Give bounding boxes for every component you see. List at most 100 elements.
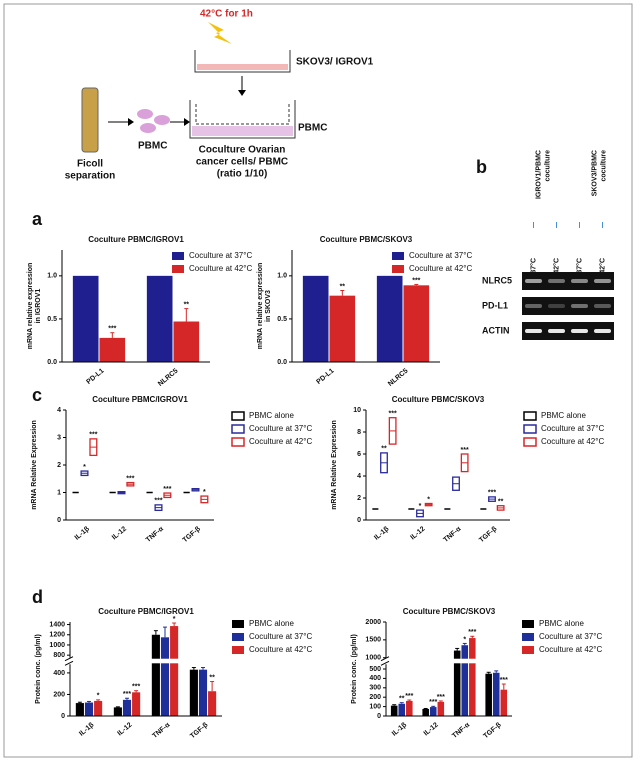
blot-band — [525, 279, 542, 283]
y-tick-label: 0 — [357, 517, 361, 524]
schematic-label: (ratio 1/10) — [217, 169, 268, 180]
axis-break — [66, 658, 223, 664]
axis-break — [382, 658, 513, 664]
arrow-head — [128, 118, 134, 126]
significance: *** — [123, 691, 131, 698]
well-label: PBMC — [298, 123, 327, 134]
significance: ** — [209, 674, 215, 681]
break-mark — [64, 656, 74, 662]
legend-swatch — [231, 424, 245, 434]
legend-swatch — [392, 265, 404, 273]
break-mark — [380, 656, 390, 662]
significance: * — [173, 616, 176, 623]
bar — [437, 701, 445, 716]
insert-label: SKOV3/ IGROV1 — [296, 57, 374, 68]
bar — [329, 295, 356, 362]
legend-swatch — [172, 252, 184, 260]
y-axis-label: mRNA Relative Expression — [331, 420, 338, 510]
significance: *** — [500, 677, 508, 684]
schematic-label: Coculture Ovarian — [199, 145, 286, 156]
bar — [132, 692, 141, 716]
legend-swatch — [523, 424, 537, 434]
blot-group: SKOV3/PBMC — [591, 150, 598, 196]
bar — [160, 637, 170, 716]
y-tick-label: 2000 — [365, 619, 381, 626]
legend-label: Coculture at 42°C — [249, 437, 312, 446]
y-tick-label: 0.5 — [47, 316, 57, 323]
x-tick-label: TNF-α — [145, 525, 166, 544]
blot-lane: 37°C — [529, 258, 537, 274]
x-tick-label: IL-12 — [116, 722, 133, 738]
legend-label: Coculture at 42°C — [249, 645, 312, 654]
y-tick-label: 4 — [357, 473, 361, 480]
blot-lane: 42°C — [552, 258, 560, 274]
insert — [194, 50, 291, 73]
well — [189, 100, 296, 139]
significance: ** — [184, 301, 190, 308]
chart-title: Coculture PBMC/IGROV1 — [98, 607, 194, 616]
schematic-label: Ficoll — [77, 159, 103, 170]
arrow-head — [238, 90, 246, 96]
bar — [492, 672, 500, 716]
bar — [302, 275, 329, 362]
chart-title: Coculture PBMC/IGROV1 — [88, 235, 184, 244]
legend-swatch — [392, 252, 404, 260]
frame — [3, 3, 633, 758]
y-axis-label: mRNA relative expression — [257, 263, 264, 350]
significance: *** — [461, 447, 469, 454]
significance: * — [463, 636, 466, 643]
y-tick-label: 1500 — [365, 637, 381, 644]
blot-lane: 37°C — [575, 258, 583, 274]
x-tick-label: PD-L1 — [85, 368, 105, 386]
blot-band — [571, 329, 588, 333]
x-tick-label: TGF-β — [478, 525, 499, 544]
bar — [113, 707, 122, 716]
significance: ** — [498, 499, 504, 506]
y-tick-label: 1.0 — [47, 273, 57, 280]
blot-band — [548, 279, 565, 283]
schematic-label: separation — [65, 171, 116, 182]
legend-label: Coculture at 42°C — [539, 645, 602, 654]
ficoll-tube — [81, 87, 99, 153]
x-tick-label: TGF-β — [482, 721, 503, 740]
y-tick-label: 10 — [353, 407, 361, 414]
bar — [75, 703, 84, 716]
x-tick-label: NLRC5 — [157, 368, 179, 388]
significance: *** — [89, 432, 97, 439]
significance: ** — [340, 283, 346, 290]
x-tick-label: IL-12 — [423, 722, 440, 738]
bar — [390, 705, 398, 716]
significance: * — [83, 464, 86, 471]
legend-swatch — [522, 620, 534, 628]
legend-label: Coculture at 37°C — [409, 251, 472, 260]
schematic — [81, 22, 296, 153]
well-insert — [195, 104, 290, 125]
chart-title: Coculture PBMC/IGROV1 — [92, 395, 188, 404]
legend-swatch — [232, 646, 244, 654]
blot-band — [525, 329, 542, 333]
x-tick-label: TNF-α — [151, 721, 172, 740]
blot-strip — [522, 322, 614, 340]
legend-label: Coculture at 42°C — [541, 437, 604, 446]
legend-swatch — [231, 437, 245, 447]
schematic-label: cancer cells/ PBMC — [196, 157, 288, 168]
y-tick-label: 3 — [57, 434, 61, 441]
y-tick-label: 1.0 — [277, 273, 287, 280]
chart-title: Coculture PBMC/SKOV3 — [392, 395, 485, 404]
y-tick-label: 6 — [357, 451, 361, 458]
x-tick-label: TGF-β — [189, 721, 210, 740]
panel-label: b — [476, 157, 487, 177]
bar — [94, 700, 103, 716]
y-tick-label: 1000 — [49, 642, 65, 649]
blot-band — [571, 279, 588, 283]
y-axis-label: in SKOV3 — [265, 290, 272, 322]
heat-icon — [208, 22, 232, 44]
blot-strip — [522, 297, 614, 315]
legend-swatch — [232, 620, 244, 628]
cells-label: PBMC — [138, 141, 167, 152]
blot-strip — [522, 272, 614, 290]
significance: *** — [405, 693, 413, 700]
significance: * — [203, 489, 206, 496]
legend-label: PBMC alone — [539, 619, 584, 628]
significance: *** — [163, 486, 171, 493]
